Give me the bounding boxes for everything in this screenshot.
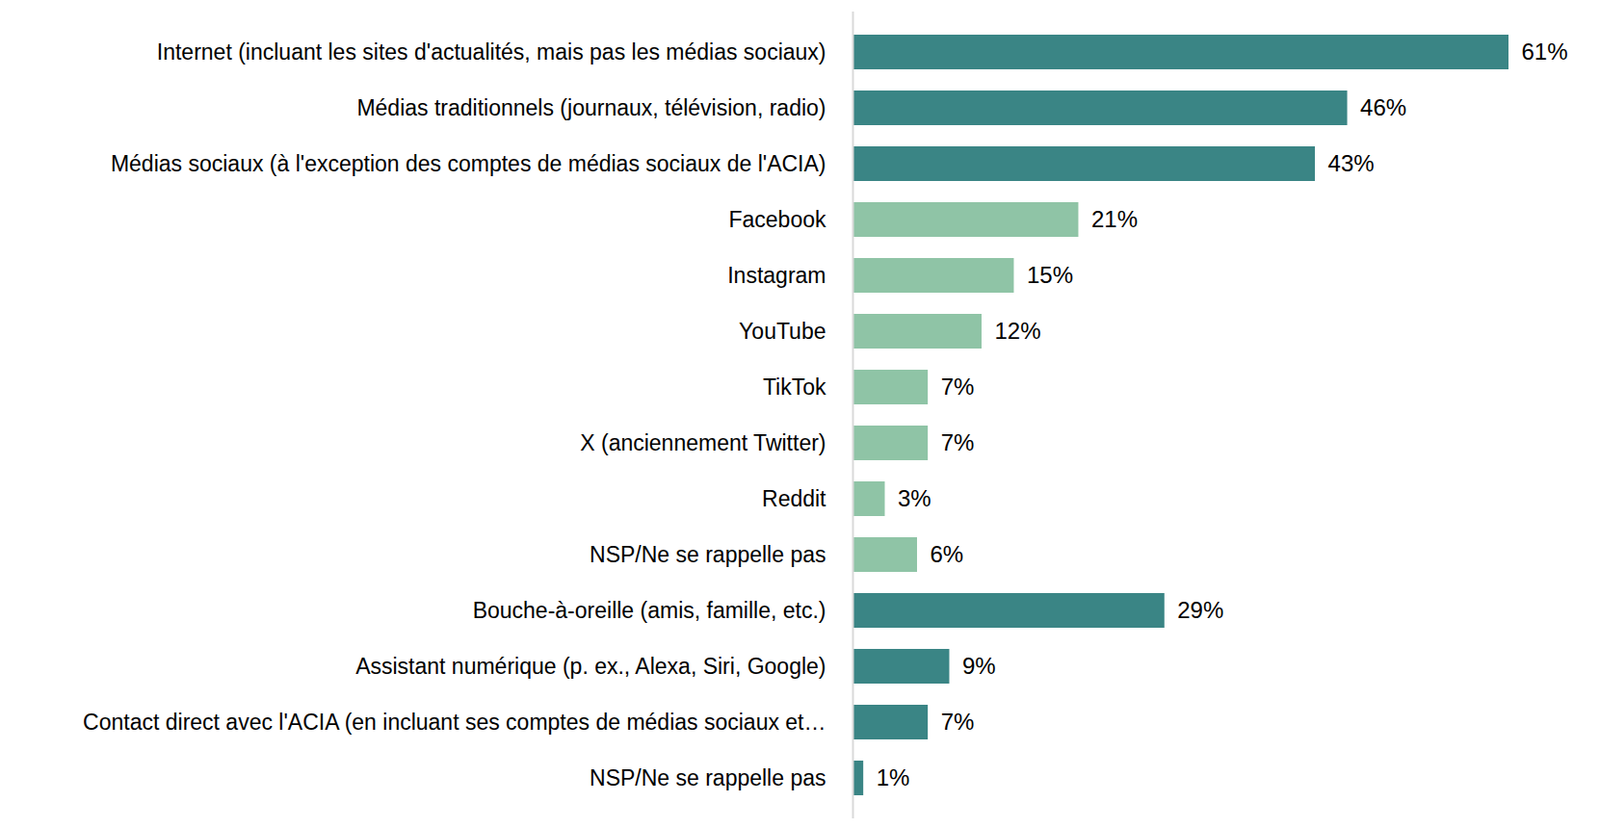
svg-text:29%: 29% [1177, 597, 1224, 624]
svg-text:YouTube: YouTube [738, 318, 826, 344]
svg-text:7%: 7% [941, 429, 975, 456]
svg-text:Contact direct avec l'ACIA (en: Contact direct avec l'ACIA (en incluant … [82, 709, 826, 735]
svg-text:Facebook: Facebook [728, 207, 827, 233]
svg-text:15%: 15% [1026, 262, 1074, 289]
svg-text:7%: 7% [941, 708, 975, 735]
svg-text:X (anciennement Twitter): X (anciennement Twitter) [579, 430, 826, 456]
svg-text:NSP/Ne se rappelle pas: NSP/Ne se rappelle pas [589, 765, 826, 791]
svg-text:12%: 12% [994, 317, 1041, 344]
svg-text:Médias sociaux (à l'exception: Médias sociaux (à l'exception des compte… [110, 151, 827, 177]
svg-text:Bouche-à-oreille (amis, famill: Bouche-à-oreille (amis, famille, etc.) [472, 598, 827, 624]
svg-text:Instagram: Instagram [727, 262, 826, 289]
svg-text:21%: 21% [1091, 206, 1138, 233]
svg-text:9%: 9% [962, 653, 997, 680]
svg-text:Assistant numérique (p. ex., A: Assistant numérique (p. ex., Alexa, Siri… [355, 654, 826, 680]
svg-text:6%: 6% [929, 541, 964, 568]
svg-text:61%: 61% [1521, 38, 1569, 65]
svg-text:NSP/Ne se rappelle pas: NSP/Ne se rappelle pas [589, 542, 826, 568]
svg-text:Médias traditionnels (journaux: Médias traditionnels (journaux, télévisi… [356, 95, 826, 121]
svg-text:Reddit: Reddit [761, 486, 827, 512]
svg-text:7%: 7% [941, 373, 975, 400]
svg-text:46%: 46% [1360, 94, 1407, 121]
svg-text:3%: 3% [897, 485, 932, 512]
svg-text:TikTok: TikTok [762, 374, 827, 400]
svg-text:43%: 43% [1328, 150, 1375, 177]
svg-text:Internet (incluant les sites d: Internet (incluant les sites d'actualité… [157, 39, 827, 65]
svg-text:1%: 1% [876, 764, 911, 791]
